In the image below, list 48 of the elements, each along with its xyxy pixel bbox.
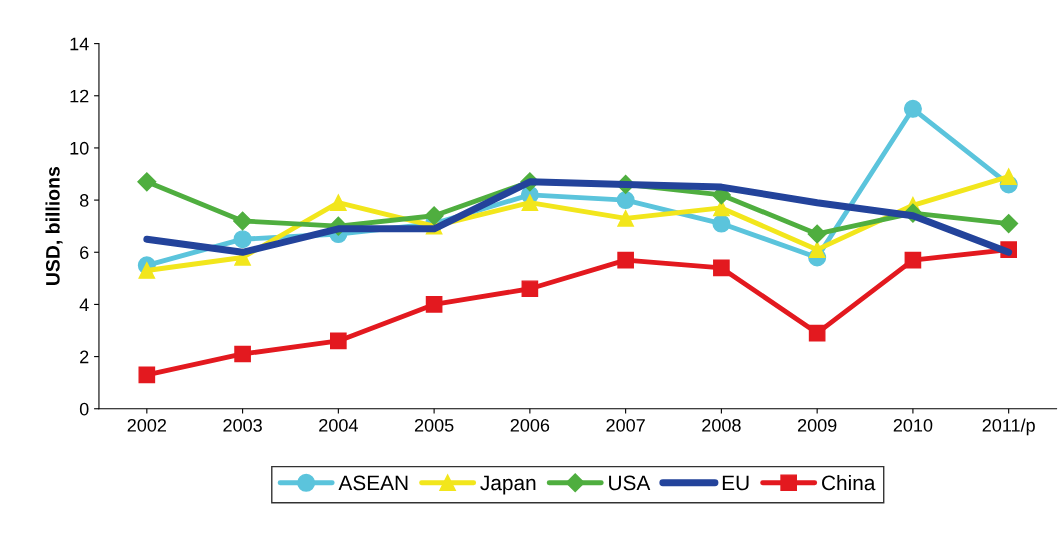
- x-tick-label: 2003: [223, 418, 262, 432]
- y-tick-label: 12: [70, 89, 89, 103]
- y-tick-label: 14: [70, 37, 89, 51]
- legend-label: Japan: [480, 475, 536, 495]
- point: [617, 210, 634, 227]
- x-tick-label: 2006: [510, 418, 550, 432]
- x-tick-label: 2007: [606, 418, 645, 432]
- point: [807, 224, 827, 244]
- x-tick-label: 2009: [797, 418, 837, 432]
- point: [713, 259, 730, 277]
- point: [234, 345, 251, 363]
- point: [137, 172, 157, 192]
- point: [808, 324, 826, 342]
- x-tick-label: 2010: [893, 418, 933, 432]
- point: [330, 332, 347, 350]
- point: [617, 251, 634, 269]
- x-tick-label: 2004: [319, 418, 358, 432]
- point: [233, 230, 252, 249]
- y-tick-label: 8: [79, 194, 89, 207]
- point: [424, 206, 444, 226]
- x-tick-label: 2005: [414, 418, 454, 432]
- point: [904, 251, 922, 269]
- point: [712, 214, 731, 233]
- point: [330, 194, 347, 212]
- point: [521, 280, 539, 298]
- point: [999, 214, 1019, 234]
- point: [903, 99, 922, 118]
- point: [138, 366, 156, 384]
- point: [138, 262, 156, 279]
- legend-label: China: [822, 474, 876, 491]
- legend-label: EU: [722, 475, 749, 491]
- x-tick-label: 2002: [127, 418, 167, 432]
- y-tick-label: 0: [79, 402, 89, 416]
- point: [1000, 168, 1018, 185]
- point: [233, 211, 253, 231]
- point: [425, 296, 443, 313]
- y-axis-title: USD, billions: [45, 167, 63, 285]
- x-tick-label: 2011/p: [982, 418, 1035, 436]
- y-tick-label: 4: [79, 298, 89, 311]
- point: [808, 241, 826, 258]
- x-tick-label: 2008: [702, 418, 741, 432]
- y-tick-label: 2: [80, 350, 89, 364]
- y-tick-label: 10: [70, 141, 89, 155]
- y-tick-label: 6: [80, 246, 89, 259]
- point: [616, 191, 635, 210]
- legend-label: USA: [609, 475, 651, 491]
- point: [521, 194, 539, 212]
- legend-label: ASEAN: [338, 475, 408, 491]
